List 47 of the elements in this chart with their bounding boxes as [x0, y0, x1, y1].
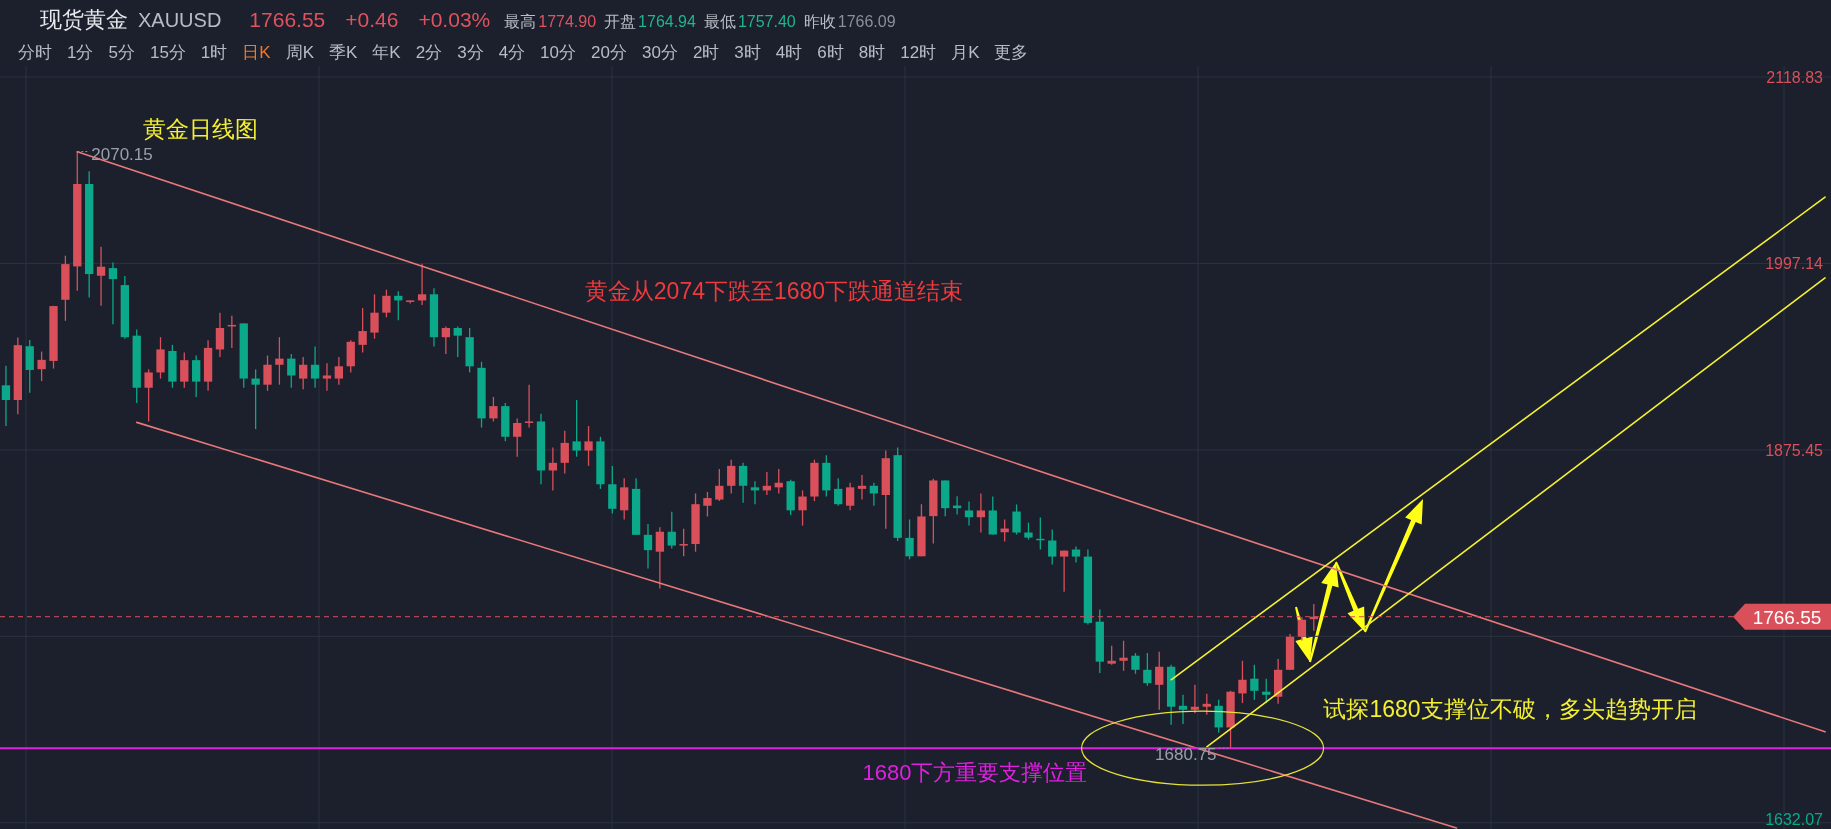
text: 1764.94	[638, 13, 697, 30]
text: 20分	[591, 43, 627, 62]
annotation: 2070.15	[91, 144, 153, 164]
annotation: 试探1680支撑位不破，多头趋势开启	[1323, 696, 1697, 722]
text: 3时	[734, 43, 761, 62]
text: 分时	[18, 43, 52, 62]
text: 6时	[817, 43, 844, 62]
text: 1766.55	[249, 8, 326, 31]
text: 4时	[775, 43, 803, 62]
ref-line-label: 1680下方重要支撑位置	[862, 760, 1088, 786]
text: 月K	[951, 43, 981, 62]
text: 3分	[457, 43, 484, 62]
ref-line-label: 1766.55	[1752, 606, 1822, 628]
text: 季K	[329, 43, 359, 62]
text: 日K	[242, 43, 272, 62]
text: 30分	[641, 43, 678, 62]
text: 周K	[285, 43, 315, 62]
text: 更多	[994, 43, 1029, 62]
text: 1766.09	[837, 13, 896, 30]
y-tick-label: 1997.14	[1765, 255, 1824, 273]
text: 1时	[200, 43, 228, 62]
annotation: 1680.75	[1155, 745, 1217, 765]
text: +0.46	[345, 8, 399, 31]
text: 昨收	[803, 13, 836, 30]
y-tick-label: 1632.07	[1765, 811, 1824, 828]
chart-subtitle: XAUUSD	[138, 9, 222, 31]
text: 最高	[504, 13, 537, 30]
text: 4分	[498, 43, 526, 62]
y-tick-label: 2118.83	[1766, 68, 1824, 86]
text: 1774.90	[538, 13, 597, 30]
text: 5分	[108, 43, 135, 62]
text: 8时	[858, 43, 886, 62]
text: 最低	[703, 13, 736, 30]
annotation: 黄金从2074下跌至1680下跌通道结束	[584, 278, 964, 304]
chart-title: 现货黄金	[40, 7, 128, 32]
text: 开盘	[604, 13, 637, 30]
annotation: 黄金日线图	[142, 116, 258, 142]
text: 12时	[900, 43, 937, 62]
text: 2时	[692, 43, 720, 62]
text: +0.03%	[418, 8, 491, 31]
text: 1757.40	[737, 13, 796, 30]
text: 1分	[67, 43, 94, 62]
text: 15分	[149, 43, 186, 62]
text: 2分	[415, 43, 443, 62]
text: 年K	[372, 43, 402, 62]
text: 10分	[540, 43, 577, 62]
y-tick-label: 1875.45	[1765, 441, 1824, 459]
